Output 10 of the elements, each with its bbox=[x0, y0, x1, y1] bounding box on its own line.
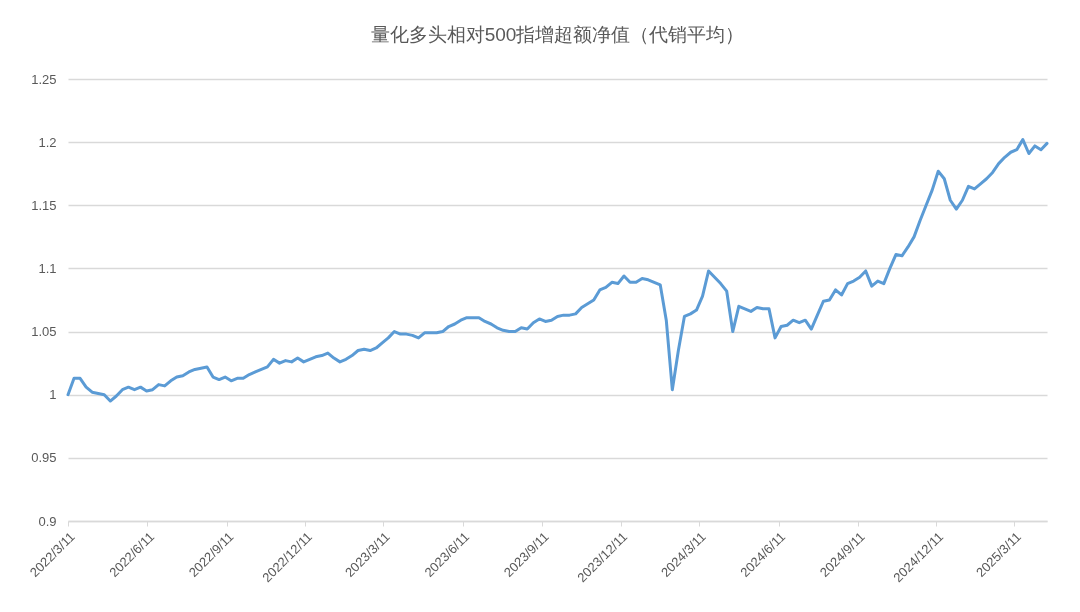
y-tick-label: 1.1 bbox=[38, 260, 57, 276]
y-tick-label: 1 bbox=[49, 387, 57, 403]
y-tick-label: 1.05 bbox=[31, 324, 57, 340]
y-tick-label: 1.2 bbox=[38, 134, 57, 150]
line-series bbox=[66, 138, 1049, 403]
y-tick-label: 1.25 bbox=[31, 71, 57, 87]
y-tick-label: 1.15 bbox=[31, 197, 57, 213]
y-tick-label: 0.9 bbox=[38, 513, 57, 529]
chart-title: 量化多头相对500指增超额净值（代销平均） bbox=[370, 24, 745, 45]
y-tick-label: 0.95 bbox=[31, 450, 57, 466]
